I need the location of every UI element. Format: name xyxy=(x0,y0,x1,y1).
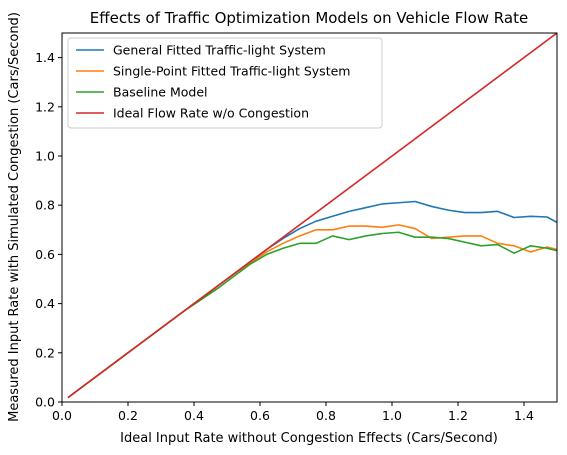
x-tick-label: 0.4 xyxy=(184,408,204,423)
legend-label: General Fitted Traffic-light System xyxy=(113,43,326,58)
series-layer xyxy=(67,33,557,399)
legend-label: Single-Point Fitted Traffic-light System xyxy=(113,64,350,79)
plot-frame xyxy=(61,32,558,403)
legend-box xyxy=(67,37,383,129)
y-tick-label: 1.4 xyxy=(35,50,55,65)
x-axis-ticks: 0.0 0.2 0.4 0.6 0.8 1.0 1.2 1.4 xyxy=(52,402,534,423)
chart-title: Effects of Traffic Optimization Models o… xyxy=(90,9,528,27)
legend-label: Ideal Flow Rate w/o Congestion xyxy=(113,106,309,121)
y-tick-label: 0.0 xyxy=(35,395,55,410)
y-tick-label: 0.4 xyxy=(35,296,55,311)
y-tick-label: 1.0 xyxy=(35,149,55,164)
x-tick-label: 0.6 xyxy=(250,408,270,423)
x-tick-label: 0.2 xyxy=(118,408,138,423)
x-tick-label: 0.0 xyxy=(52,408,72,423)
y-tick-label: 0.6 xyxy=(35,247,55,262)
y-tick-label: 1.2 xyxy=(35,99,55,114)
y-tick-label: 0.2 xyxy=(35,345,55,360)
y-axis-ticks: 0.0 0.2 0.4 0.6 0.8 1.0 1.2 1.4 xyxy=(35,50,62,410)
x-tick-label: 1.4 xyxy=(514,408,534,423)
x-tick-label: 1.0 xyxy=(382,408,402,423)
x-axis-label: Ideal Input Rate without Congestion Effe… xyxy=(120,431,498,446)
legend: General Fitted Traffic-light System Singl… xyxy=(67,37,383,129)
y-axis-label: Measured Input Rate with Simulated Conge… xyxy=(7,12,22,422)
y-tick-label: 0.8 xyxy=(35,198,55,213)
series-line-4 xyxy=(67,33,557,399)
x-tick-label: 0.8 xyxy=(316,408,336,423)
x-tick-label: 1.2 xyxy=(448,408,468,423)
legend-label: Baseline Model xyxy=(113,85,208,100)
